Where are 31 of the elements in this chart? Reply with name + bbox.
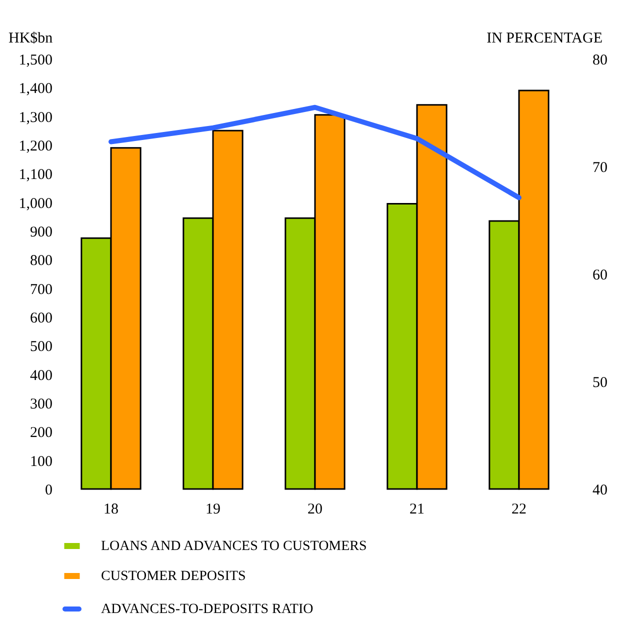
y-tick-label: 400 [30, 368, 52, 384]
y-tick-label: 1,100 [18, 167, 52, 184]
y2-tick-label: 80 [592, 52, 608, 68]
y-tick-label: 100 [30, 454, 52, 470]
y2-tick-label: 50 [592, 375, 608, 391]
y-tick-label: 1,000 [18, 196, 52, 212]
y-tick-label: 1,300 [18, 110, 52, 126]
y2-axis-title: IN PERCENTAGE [486, 30, 602, 46]
x-tick-label: 21 [410, 502, 424, 518]
x-tick-label: 22 [512, 502, 526, 518]
y-tick-label: 300 [30, 396, 52, 412]
y-tick-label: 700 [30, 282, 52, 298]
y-tick-label: 200 [30, 425, 52, 442]
legend-label: LOANS AND ADVANCES TO CUSTOMERS [101, 539, 367, 554]
y2-tick-label: 70 [592, 160, 608, 176]
y-tick-label: 900 [30, 224, 52, 240]
y-tick-label: 1,500 [18, 52, 52, 68]
y2-tick-label: 40 [592, 482, 608, 498]
y-tick-label: 1,200 [18, 138, 52, 154]
y-tick-label: 1,400 [18, 81, 52, 98]
x-tick-label: 18 [104, 502, 118, 518]
x-tick-label: 20 [308, 502, 322, 518]
y2-tick-label: 60 [592, 268, 608, 284]
y-tick-label: 500 [30, 339, 52, 356]
y-tick-label: 600 [30, 310, 52, 326]
y-tick-label: 0 [45, 482, 52, 498]
legend-label: ADVANCES-TO-DEPOSITS RATIO [101, 602, 314, 617]
x-tick-label: 19 [206, 502, 220, 518]
y-axis-title: HK$bn [8, 30, 54, 46]
y-tick-label: 800 [30, 253, 52, 270]
legend-label: CUSTOMER DEPOSITS [101, 569, 246, 584]
